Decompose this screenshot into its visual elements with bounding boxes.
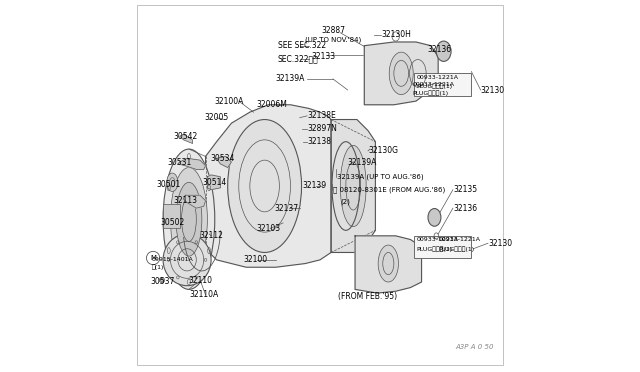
Text: 32130: 32130: [481, 86, 505, 94]
Text: M: M: [150, 255, 156, 261]
Text: 32139A (UP TO AUG.'86): 32139A (UP TO AUG.'86): [337, 173, 423, 180]
Text: 32133: 32133: [312, 52, 336, 61]
Bar: [414, 73, 472, 96]
Text: 00933-1221A: 00933-1221A: [412, 82, 454, 87]
Polygon shape: [216, 157, 232, 167]
Text: Ⓟ(1): Ⓟ(1): [152, 264, 164, 270]
Text: 32100A: 32100A: [215, 97, 244, 106]
Text: 32137: 32137: [275, 203, 299, 213]
Text: 32130H: 32130H: [381, 30, 411, 39]
Text: 32136: 32136: [453, 203, 477, 213]
Text: (UP TO NOV.'84): (UP TO NOV.'84): [305, 37, 361, 44]
Text: SEE SEC.322: SEE SEC.322: [278, 41, 326, 50]
Ellipse shape: [159, 278, 164, 283]
Text: 32139A: 32139A: [348, 157, 377, 167]
Text: 30534: 30534: [210, 154, 234, 163]
Text: PLUGブラグ(1): PLUGブラグ(1): [417, 83, 453, 89]
Ellipse shape: [378, 245, 399, 282]
Polygon shape: [180, 134, 193, 144]
Text: 32112: 32112: [199, 231, 223, 240]
Text: PLUGブラグ(1): PLUGブラグ(1): [417, 246, 453, 251]
Text: 32113: 32113: [173, 196, 197, 205]
Ellipse shape: [228, 119, 301, 253]
Ellipse shape: [163, 234, 211, 286]
Polygon shape: [355, 236, 422, 293]
Text: 32100: 32100: [243, 255, 268, 264]
Text: 32138E: 32138E: [307, 111, 336, 121]
Text: 30514: 30514: [203, 178, 227, 187]
Text: 32897N: 32897N: [307, 124, 337, 133]
Text: PLUGブラグ(1): PLUGブラグ(1): [438, 246, 474, 251]
Text: 09915-1401A: 09915-1401A: [152, 257, 194, 262]
Ellipse shape: [436, 41, 451, 61]
Text: 32139: 32139: [302, 182, 326, 190]
Ellipse shape: [340, 145, 366, 227]
Ellipse shape: [163, 149, 215, 289]
Polygon shape: [205, 105, 331, 267]
Text: 32005: 32005: [205, 113, 228, 122]
Text: 32130: 32130: [488, 239, 512, 248]
Ellipse shape: [167, 173, 178, 192]
Ellipse shape: [428, 209, 441, 226]
Text: (FROM FEB.'95): (FROM FEB.'95): [339, 292, 397, 301]
Ellipse shape: [170, 167, 207, 271]
Text: Ⓑ 08120-8301E (FROM AUG.'86): Ⓑ 08120-8301E (FROM AUG.'86): [333, 186, 445, 193]
Text: 32110A: 32110A: [189, 291, 218, 299]
Polygon shape: [331, 119, 376, 253]
Text: 32136: 32136: [427, 45, 451, 54]
Text: 30502: 30502: [160, 218, 184, 227]
Text: 30537: 30537: [151, 278, 175, 286]
Text: 32110: 32110: [188, 276, 212, 285]
Polygon shape: [364, 42, 438, 105]
Bar: [163, 205, 180, 228]
Text: 32006M: 32006M: [257, 100, 287, 109]
Text: 32887: 32887: [321, 26, 345, 35]
Polygon shape: [207, 175, 220, 190]
Text: 00933-1221A: 00933-1221A: [417, 74, 459, 80]
Text: 32103: 32103: [256, 224, 280, 233]
Polygon shape: [178, 158, 205, 169]
Bar: [414, 236, 472, 258]
Text: SEC.322参照: SEC.322参照: [278, 54, 318, 63]
Text: 32130G: 32130G: [368, 147, 398, 155]
Ellipse shape: [389, 52, 413, 94]
Text: 30542: 30542: [173, 132, 197, 141]
Text: 32135: 32135: [453, 185, 477, 194]
Text: (2): (2): [340, 198, 350, 205]
Text: A3P A 0 50: A3P A 0 50: [455, 344, 493, 350]
Text: 32138: 32138: [307, 137, 331, 146]
Text: PLUGブラグ(1): PLUGブラグ(1): [412, 91, 449, 96]
Polygon shape: [184, 195, 205, 208]
Text: 30531: 30531: [168, 157, 192, 167]
Text: 32139A: 32139A: [276, 74, 305, 83]
Text: 30501: 30501: [157, 180, 180, 189]
Text: 00933-1221A: 00933-1221A: [417, 237, 459, 242]
Text: 00933-1221A: 00933-1221A: [438, 237, 480, 242]
Ellipse shape: [176, 182, 202, 256]
